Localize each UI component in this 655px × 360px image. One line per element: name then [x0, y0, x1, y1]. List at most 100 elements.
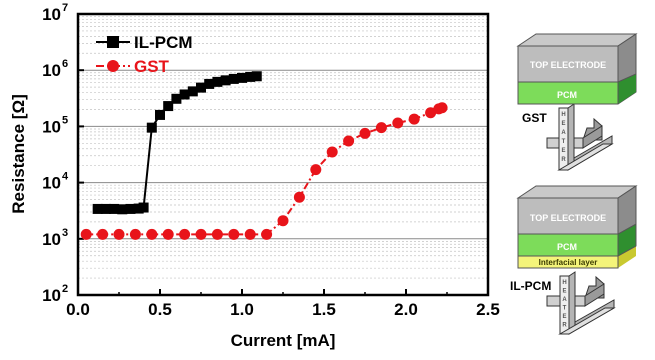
- x-tick-label: 1.0: [230, 300, 254, 319]
- data-point: [212, 76, 223, 87]
- heater-letter: R: [562, 323, 567, 329]
- x-tick-label: 0.5: [148, 300, 172, 319]
- y-tick-exponent: 7: [62, 2, 68, 14]
- data-point: [179, 89, 190, 100]
- data-point: [204, 78, 215, 89]
- legend-entry-gst: GST: [96, 57, 170, 76]
- series-layer: [80, 71, 448, 240]
- y-tick-label: 10: [42, 286, 61, 305]
- data-point: [187, 86, 198, 97]
- heater-letter: E: [562, 314, 566, 320]
- data-point: [359, 127, 371, 139]
- data-point: [392, 117, 404, 129]
- data-point: [195, 228, 207, 240]
- heater-letter: R: [561, 157, 566, 163]
- heater-letter: T: [562, 139, 566, 145]
- data-point: [310, 164, 322, 176]
- data-point: [436, 102, 448, 114]
- data-point: [196, 82, 206, 93]
- data-point: [251, 71, 262, 82]
- il-pcm-device-label: IL-PCM: [510, 279, 551, 293]
- data-point: [163, 101, 174, 112]
- data-point: [228, 228, 240, 240]
- heater-letter: H: [562, 280, 566, 286]
- heater-letter: H: [561, 112, 565, 118]
- data-point: [261, 228, 273, 240]
- data-point: [179, 228, 191, 240]
- heater-letter: A: [562, 297, 567, 303]
- gst-pcm-label: PCM: [557, 90, 577, 100]
- heater-letter: E: [562, 289, 566, 295]
- y-tick-exponent: 2: [62, 283, 68, 295]
- data-point: [220, 75, 231, 86]
- data-point: [155, 109, 165, 120]
- data-point: [343, 135, 355, 147]
- data-point: [125, 203, 136, 214]
- series-gst: [80, 102, 448, 240]
- data-point: [146, 122, 157, 133]
- data-point: [80, 228, 92, 240]
- gst-top-electrode: TOP ELECTRODE: [516, 33, 638, 83]
- data-point: [117, 204, 128, 215]
- data-point: [211, 228, 223, 240]
- heater-letter: E: [561, 148, 565, 154]
- il-pcm-top-electrode: TOP ELECTRODE: [516, 185, 638, 235]
- y-tick-exponent: 6: [62, 58, 68, 70]
- gst-device-label: GST: [522, 111, 547, 125]
- data-point: [228, 73, 239, 84]
- data-point: [113, 228, 125, 240]
- data-point: [237, 72, 247, 83]
- data-point: [97, 228, 109, 240]
- x-tick-label: 1.5: [312, 300, 336, 319]
- data-point: [129, 228, 141, 240]
- legend-marker-gst: [107, 60, 119, 72]
- y-tick-label: 10: [42, 174, 61, 193]
- y-tick-exponent: 5: [62, 114, 68, 126]
- gst-pcm-layer: PCM: [517, 73, 637, 105]
- il-pcm-pcm-label: PCM: [557, 242, 577, 252]
- data-point: [277, 215, 289, 227]
- data-point: [326, 146, 338, 158]
- series-il-pcm: [92, 71, 262, 215]
- legend-marker-il-pcm: [107, 36, 119, 48]
- y-axis-label: Resistance [Ω]: [9, 94, 28, 213]
- x-axis-ticks: 0.0 0.5 1.0 1.5 2.0 2.5: [66, 289, 500, 319]
- il-pcm-interfacial-label: Interfacial layer: [539, 258, 598, 267]
- legend-label-il-pcm: IL-PCM: [134, 33, 193, 52]
- gst-top-electrode-label: TOP ELECTRODE: [530, 60, 606, 70]
- il-pcm-top-electrode-label: TOP ELECTRODE: [530, 213, 606, 223]
- data-point: [100, 203, 111, 214]
- data-point: [171, 93, 182, 104]
- data-point: [245, 71, 256, 82]
- legend: IL-PCM GST: [96, 33, 193, 76]
- heater-letter: E: [561, 121, 565, 127]
- y-tick-label: 10: [42, 61, 61, 80]
- y-tick-exponent: 4: [62, 171, 69, 183]
- heater-letter: A: [561, 130, 566, 136]
- data-point: [146, 228, 158, 240]
- data-point: [244, 228, 256, 240]
- il-pcm-interfacial-layer: Interfacial layer: [517, 246, 636, 269]
- legend-entry-il-pcm: IL-PCM: [96, 33, 193, 52]
- data-point: [92, 203, 103, 214]
- x-axis-label: Current [mA]: [231, 331, 336, 350]
- y-tick-label: 10: [42, 5, 61, 24]
- data-point: [375, 122, 387, 134]
- data-point: [138, 202, 149, 213]
- data-point: [293, 191, 305, 203]
- y-tick-exponent: 3: [62, 227, 68, 239]
- heater-letter: T: [563, 306, 567, 312]
- x-tick-label: 2.0: [394, 300, 418, 319]
- data-point: [109, 203, 120, 214]
- data-point: [425, 107, 437, 119]
- y-tick-label: 10: [42, 230, 61, 249]
- x-tick-label: 0.0: [66, 300, 90, 319]
- data-point: [408, 113, 420, 125]
